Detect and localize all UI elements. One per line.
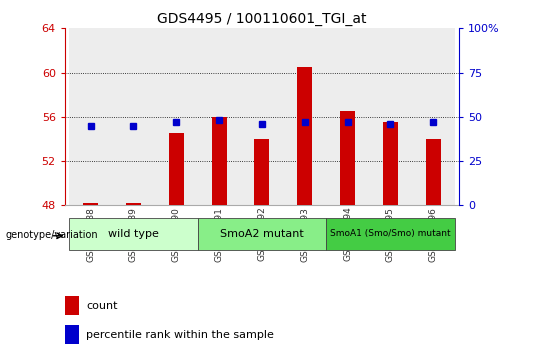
Bar (69, 28, 112, 205)
Bar (412, 28, 455, 205)
Text: wild type: wild type (108, 229, 159, 239)
Bar (340, 111, 355, 205)
FancyBboxPatch shape (69, 218, 198, 250)
Bar (297, 67, 312, 205)
Bar (198, 28, 240, 205)
Text: percentile rank within the sample: percentile rank within the sample (86, 330, 274, 339)
Text: SmoA2 mutant: SmoA2 mutant (220, 229, 304, 239)
Bar (65, 325, 79, 344)
Bar (326, 28, 369, 205)
Bar (254, 139, 269, 205)
FancyBboxPatch shape (198, 218, 326, 250)
Bar (284, 28, 326, 205)
Bar (426, 139, 441, 205)
Title: GDS4495 / 100110601_TGI_at: GDS4495 / 100110601_TGI_at (157, 12, 367, 26)
FancyBboxPatch shape (326, 218, 455, 250)
Bar (240, 28, 284, 205)
Text: genotype/variation: genotype/variation (5, 230, 98, 240)
Bar (212, 117, 227, 205)
Bar (383, 122, 398, 205)
Text: SmoA1 (Smo/Smo) mutant: SmoA1 (Smo/Smo) mutant (330, 229, 451, 238)
Text: count: count (86, 301, 118, 311)
Bar (112, 28, 155, 205)
Bar (83, 203, 98, 205)
Bar (168, 133, 184, 205)
Bar (126, 203, 141, 205)
Bar (155, 28, 198, 205)
Bar (369, 28, 412, 205)
Bar (65, 296, 79, 315)
